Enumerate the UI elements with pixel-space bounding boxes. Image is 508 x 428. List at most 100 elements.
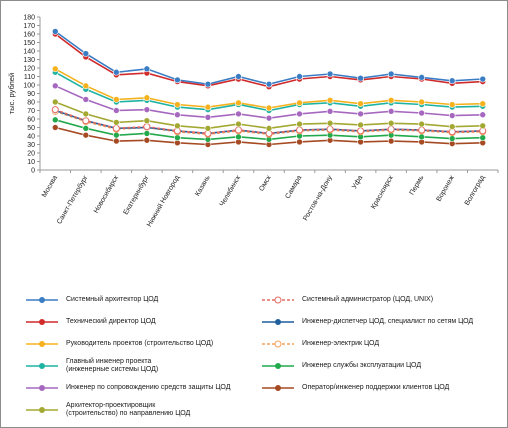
data-point [448, 135, 456, 142]
data-point [326, 97, 334, 104]
data-point [112, 124, 120, 132]
data-point [479, 111, 487, 119]
series-3 [51, 65, 487, 112]
chart-legend: Системный архитектор ЦОД Системный админи… [24, 289, 504, 421]
data-point [235, 73, 242, 80]
y-tick-label: 10 [27, 159, 35, 166]
legend-swatch [260, 338, 296, 350]
y-tick-label: 100 [23, 83, 35, 90]
legend-swatch [24, 404, 60, 416]
data-point [143, 130, 151, 137]
data-point [448, 112, 456, 119]
x-tick-label: Екатеринбург [122, 174, 151, 217]
data-point [143, 136, 151, 144]
y-tick-label: 40 [27, 134, 35, 141]
legend-item: Инженер по сопровождению средств защиты … [24, 377, 230, 399]
data-point [113, 137, 120, 145]
data-point [82, 50, 90, 57]
x-tick-label: Пермь [409, 174, 426, 196]
y-tick-label: 20 [27, 151, 35, 158]
series-10 [51, 116, 487, 143]
data-point [113, 119, 120, 126]
legend-label: Инженер по сопровождению средств защиты … [66, 383, 231, 391]
y-tick-label: 120 [23, 66, 35, 73]
legend-label: Оператор/инженер поддержки клиентов ЦОД [302, 383, 450, 391]
legend-item: Технический директор ЦОД [24, 311, 156, 333]
x-tick-label: Красноярск [370, 174, 395, 211]
data-point [357, 121, 364, 129]
data-point [479, 100, 487, 107]
legend-swatch [24, 338, 60, 350]
data-point [357, 110, 364, 118]
data-point [418, 74, 425, 81]
data-point [143, 106, 151, 113]
data-point [235, 99, 242, 107]
data-point [387, 137, 395, 145]
data-point [204, 125, 212, 132]
series-11 [51, 124, 487, 148]
data-point [296, 120, 303, 128]
y-axis-title: тыс. рублей [7, 73, 16, 114]
data-point [235, 110, 242, 118]
x-tick-label: Казань [194, 174, 211, 197]
data-point [143, 123, 151, 131]
data-point [448, 101, 456, 108]
legend-item: Системный архитектор ЦОД [24, 289, 158, 311]
legend-label: Инженер-электрик ЦОД [302, 339, 380, 347]
data-point [51, 82, 59, 90]
y-tick-label: 150 [23, 40, 35, 47]
series-5 [51, 82, 487, 122]
y-tick-label: 160 [23, 32, 35, 39]
data-point [265, 114, 273, 122]
y-tick-label: 140 [23, 49, 35, 56]
data-point [51, 28, 59, 35]
data-point [296, 138, 303, 146]
legend-label: Инженер-диспетчер ЦОД, специалист по сет… [302, 317, 474, 325]
legend-label: Технический директор ЦОД [66, 317, 156, 325]
x-tick-label: Челябинск [218, 173, 243, 208]
legend-swatch [24, 316, 60, 328]
data-point [479, 75, 487, 83]
data-point [174, 76, 181, 84]
data-point [51, 98, 59, 106]
legend-label: Руководитель проектов (строительство ЦОД… [66, 339, 214, 347]
legend-label: Инженер службы эксплуатации ЦОД [302, 361, 422, 369]
y-tick-label: 90 [27, 91, 35, 98]
data-point [174, 111, 181, 119]
data-point [296, 110, 303, 118]
y-tick-label: 50 [27, 125, 35, 132]
data-point [51, 106, 59, 114]
legend-swatch [260, 360, 296, 372]
data-point [113, 68, 120, 76]
data-point [418, 98, 425, 106]
data-point [387, 97, 395, 104]
data-point [387, 119, 395, 127]
data-point [82, 131, 90, 139]
data-point [174, 134, 181, 141]
legend-item: Руководитель проектов (строительство ЦОД… [24, 333, 213, 355]
data-point [357, 74, 364, 82]
y-tick-label: 80 [27, 100, 35, 107]
x-tick-label: Нижний Новгород [145, 174, 181, 228]
y-tick-label: 70 [27, 108, 35, 115]
data-point [357, 127, 365, 135]
data-point [479, 134, 487, 141]
x-tick-label: Воронеж [436, 174, 457, 203]
data-point [418, 133, 425, 141]
legend-label: Главный инженер проекта (инженерные сист… [66, 357, 159, 374]
legend-item: Инженер службы эксплуатации ЦОД [260, 355, 421, 377]
x-tick-label: Омск [258, 174, 273, 193]
x-tick-label: Москва [41, 174, 59, 198]
data-point [113, 96, 120, 103]
legend-swatch [24, 382, 60, 394]
data-point [479, 122, 487, 130]
legend-label: Системный архитектор ЦОД [66, 295, 159, 303]
x-tick-label: Уфа [351, 174, 364, 190]
data-point [51, 116, 59, 124]
data-point [113, 131, 120, 139]
data-point [204, 80, 212, 88]
y-tick-label: 0 [31, 168, 35, 175]
y-tick-label: 170 [23, 23, 35, 30]
legend-swatch [24, 294, 60, 306]
